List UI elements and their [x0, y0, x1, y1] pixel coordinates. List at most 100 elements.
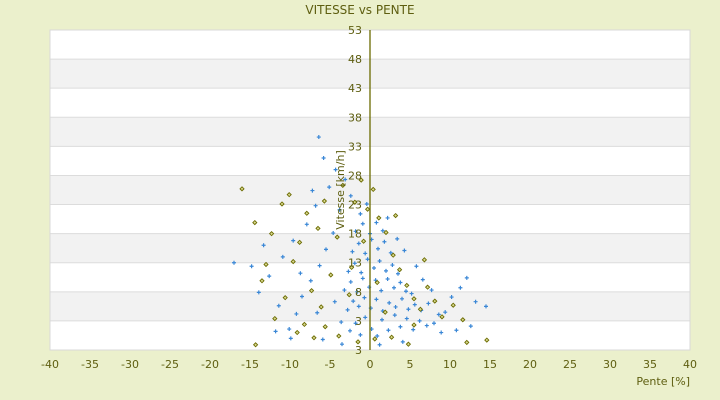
data-point-blue	[348, 193, 353, 198]
data-point-blue	[473, 299, 478, 304]
data-point-olive	[328, 272, 334, 278]
data-point-olive	[346, 292, 352, 298]
data-point-blue	[379, 288, 384, 293]
data-point-blue	[288, 336, 293, 341]
data-point-blue	[320, 337, 325, 342]
data-point-blue	[454, 328, 459, 333]
y-axis-title: Vitesse [km/h]	[334, 150, 347, 230]
data-point-olive	[315, 225, 321, 232]
data-point-blue	[317, 263, 322, 268]
data-point-olive	[340, 182, 346, 188]
data-point-olive	[321, 198, 328, 204]
data-point-olive	[370, 186, 376, 193]
data-point-olive	[460, 317, 466, 323]
y-tick-label: 18	[348, 228, 362, 241]
data-point-blue	[291, 238, 296, 243]
data-point-blue	[232, 260, 236, 265]
x-tick-label: -35	[81, 358, 99, 371]
data-point-olive	[411, 296, 417, 302]
data-point-olive	[286, 192, 292, 198]
data-point-blue	[365, 257, 370, 262]
data-point-blue	[356, 241, 361, 246]
data-point-blue	[377, 258, 382, 263]
data-point-blue	[468, 324, 473, 329]
data-point-blue	[376, 246, 380, 251]
data-point-blue	[392, 313, 397, 318]
data-point-olive	[352, 199, 358, 205]
data-point-blue	[384, 268, 388, 273]
data-point-blue	[458, 285, 463, 290]
data-point-blue	[426, 301, 431, 306]
data-point-blue	[380, 228, 385, 233]
data-point-olive	[390, 252, 396, 258]
data-point-blue	[333, 167, 338, 172]
data-points	[232, 135, 490, 348]
data-point-blue	[310, 188, 315, 193]
data-point-blue	[392, 285, 396, 290]
data-point-blue	[345, 307, 350, 312]
data-point-olive	[239, 186, 245, 192]
data-point-blue	[388, 250, 393, 255]
data-point-blue	[375, 334, 380, 339]
data-point-olive	[279, 201, 285, 207]
data-point-blue	[398, 324, 403, 329]
y-tick-label: 38	[348, 111, 362, 124]
x-tick-label: 35	[643, 358, 657, 371]
x-tick-label: -40	[41, 358, 59, 371]
x-tick-label: 20	[523, 358, 537, 371]
data-point-blue	[363, 315, 368, 320]
data-point-blue	[363, 251, 368, 256]
data-point-olive	[290, 258, 296, 265]
data-point-blue	[412, 302, 417, 307]
data-point-olive	[383, 229, 389, 236]
data-point-blue	[359, 270, 364, 275]
data-point-olive	[301, 321, 308, 328]
data-point-blue	[313, 203, 318, 208]
data-point-olive	[272, 315, 278, 322]
data-point-blue	[327, 185, 332, 190]
data-point-olive	[334, 234, 340, 240]
data-point-blue	[261, 243, 266, 248]
data-point-olive	[484, 337, 490, 343]
data-point-olive	[421, 257, 428, 263]
data-point-blue	[343, 177, 348, 182]
data-point-blue	[402, 248, 407, 253]
data-point-olive	[336, 333, 342, 339]
data-point-blue	[280, 254, 285, 259]
data-point-blue	[390, 263, 395, 268]
data-point-blue	[386, 328, 391, 333]
data-point-olive	[411, 322, 417, 328]
data-point-blue	[385, 277, 390, 282]
data-point-olive	[322, 324, 328, 330]
data-point-olive	[308, 288, 315, 294]
data-point-blue	[352, 261, 357, 266]
data-point-olive	[405, 341, 412, 347]
data-point-blue	[414, 264, 419, 269]
data-point-olive	[376, 215, 382, 221]
y-tick-label: 53	[348, 24, 362, 37]
data-point-blue	[404, 289, 408, 294]
data-point-blue	[420, 277, 425, 282]
data-point-blue	[417, 318, 422, 323]
data-point-olive	[311, 335, 317, 341]
data-point-olive	[374, 279, 380, 286]
data-point-blue	[358, 211, 363, 216]
data-point-blue	[351, 299, 356, 304]
data-point-blue	[406, 307, 411, 312]
data-point-olive	[464, 339, 470, 346]
data-point-blue	[315, 310, 320, 315]
data-point-olive	[358, 177, 364, 183]
y-tick-label: 3	[355, 315, 362, 328]
data-point-blue	[350, 249, 355, 254]
data-point-blue	[287, 327, 292, 332]
data-point-olive	[282, 294, 288, 301]
y-tick-label: 23	[348, 199, 362, 212]
data-point-olive	[348, 264, 355, 271]
data-point-blue	[374, 297, 379, 302]
data-point-blue	[449, 295, 454, 300]
data-point-blue	[395, 236, 400, 241]
data-point-blue	[249, 264, 254, 269]
data-point-blue	[424, 323, 429, 328]
